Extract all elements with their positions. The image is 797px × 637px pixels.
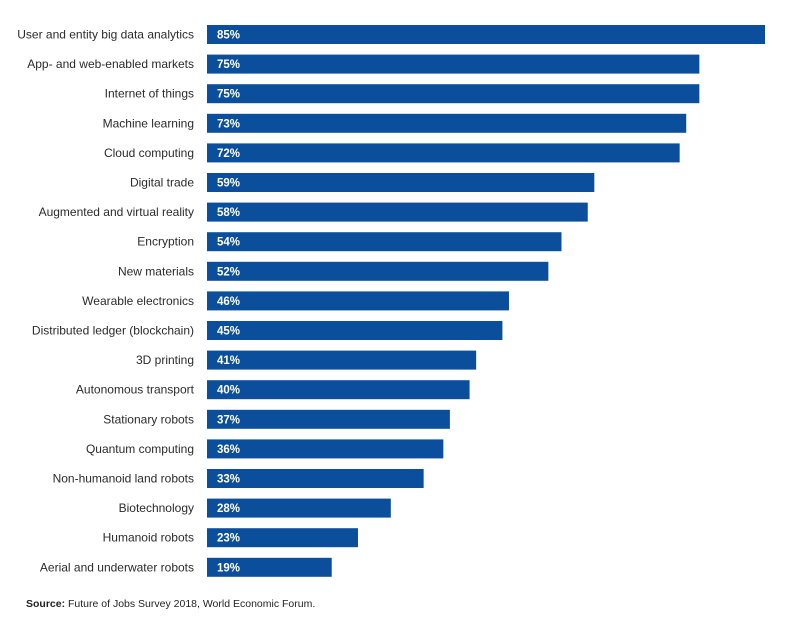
category-label: Digital trade bbox=[130, 176, 194, 190]
bar bbox=[207, 469, 424, 488]
value-label: 54% bbox=[217, 237, 240, 249]
category-label: App- and web-enabled markets bbox=[27, 57, 194, 71]
value-label: 59% bbox=[217, 178, 240, 190]
category-label: Encryption bbox=[137, 235, 194, 249]
bar bbox=[207, 143, 680, 163]
source-text: Future of Jobs Survey 2018, World Econom… bbox=[65, 598, 316, 610]
value-label: 58% bbox=[217, 207, 240, 219]
category-label: Humanoid robots bbox=[103, 531, 194, 545]
bar-chart: User and entity big data analytics 85% App… bbox=[17, 25, 765, 577]
bar bbox=[207, 498, 391, 518]
bar bbox=[207, 439, 444, 459]
value-label: 72% bbox=[217, 148, 240, 160]
value-label: 46% bbox=[217, 296, 240, 308]
value-label: 36% bbox=[217, 444, 240, 456]
value-label: 45% bbox=[217, 326, 240, 338]
category-label: Internet of things bbox=[105, 87, 194, 101]
category-label: Biotechnology bbox=[119, 501, 194, 515]
bar bbox=[207, 84, 700, 104]
value-label: 75% bbox=[217, 59, 240, 71]
bar bbox=[207, 557, 332, 577]
value-label: 52% bbox=[217, 266, 240, 278]
category-label: Aerial and underwater robots bbox=[40, 560, 194, 574]
bar bbox=[207, 409, 450, 429]
category-label: New materials bbox=[118, 264, 194, 278]
source-note: Source: Future of Jobs Survey 2018, Worl… bbox=[26, 598, 315, 610]
value-label: 33% bbox=[217, 474, 240, 486]
category-label: User and entity big data analytics bbox=[17, 28, 194, 42]
bar bbox=[207, 350, 477, 370]
bar bbox=[207, 202, 588, 222]
category-label: Distributed ledger (blockchain) bbox=[32, 324, 194, 338]
bar bbox=[207, 291, 509, 311]
value-label: 73% bbox=[217, 118, 240, 130]
bar bbox=[207, 321, 503, 340]
category-label: Quantum computing bbox=[86, 442, 194, 456]
source-label: Source: bbox=[26, 598, 66, 610]
bar bbox=[207, 380, 470, 400]
value-label: 19% bbox=[217, 562, 240, 574]
value-label: 23% bbox=[217, 533, 240, 545]
category-label: Augmented and virtual reality bbox=[39, 205, 194, 219]
category-label: 3D printing bbox=[136, 353, 194, 367]
value-label: 85% bbox=[217, 30, 240, 42]
category-label: Wearable electronics bbox=[82, 294, 194, 308]
bar bbox=[207, 261, 549, 281]
category-label: Stationary robots bbox=[103, 412, 194, 426]
bar bbox=[207, 528, 358, 548]
bar bbox=[207, 54, 700, 74]
value-label: 75% bbox=[217, 89, 240, 101]
category-label: Non-humanoid land robots bbox=[53, 472, 194, 486]
value-label: 37% bbox=[217, 414, 240, 426]
category-label: Machine learning bbox=[103, 116, 194, 130]
category-label: Cloud computing bbox=[104, 146, 194, 160]
value-label: 40% bbox=[217, 385, 240, 397]
value-label: 28% bbox=[217, 503, 240, 515]
bar bbox=[207, 173, 595, 192]
category-label: Autonomous transport bbox=[76, 383, 195, 397]
bar bbox=[207, 113, 687, 133]
bar bbox=[207, 232, 562, 252]
value-label: 41% bbox=[217, 355, 240, 367]
bar bbox=[207, 25, 765, 44]
